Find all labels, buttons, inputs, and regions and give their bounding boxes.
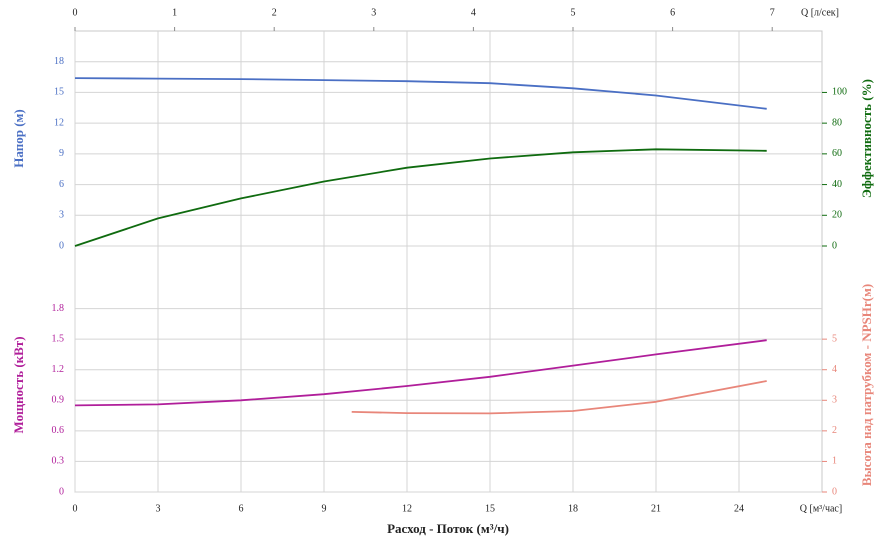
y-tick-label: 6 — [59, 179, 64, 190]
y2-tick-label: 2 — [832, 425, 837, 436]
x2-tick-label: 2 — [272, 7, 277, 18]
x-tick-label: 18 — [568, 503, 578, 514]
x-unit: Q [м³/час] — [800, 503, 842, 514]
y-tick-label: 0 — [59, 240, 64, 251]
y-axis-title: Мощность (кВт) — [11, 336, 26, 433]
y2-tick-label: 5 — [832, 333, 837, 344]
y2-axis-title: Эффективность (%) — [859, 79, 874, 198]
y-tick-label: 1.2 — [52, 364, 65, 375]
x2-tick-label: 4 — [471, 7, 476, 18]
y2-tick-label: 80 — [832, 117, 842, 128]
x-tick-label: 12 — [402, 503, 412, 514]
y-tick-label: 18 — [54, 56, 64, 67]
y-tick-label: 0.6 — [52, 425, 65, 436]
x-tick-label: 24 — [734, 503, 744, 514]
plot-frame — [74, 30, 823, 493]
y-tick-label: 1.5 — [52, 333, 65, 344]
x-tick-label: 21 — [651, 503, 661, 514]
series-line — [74, 339, 767, 407]
x-axis-title: Расход - Поток (м³/ч) — [387, 521, 509, 536]
x-tick-label: 6 — [239, 503, 244, 514]
y-tick-label: 0.3 — [52, 456, 65, 467]
x2-tick-label: 6 — [670, 7, 675, 18]
x2-tick-label: 3 — [371, 7, 376, 18]
series-line — [74, 148, 767, 247]
y-axis-title: Напор (м) — [11, 109, 26, 167]
x-tick-label: 0 — [73, 503, 78, 514]
y-tick-label: 0.9 — [52, 395, 65, 406]
y2-axis-title: Высота над патрубком - NPSHr(м) — [859, 284, 874, 486]
x2-tick-label: 1 — [172, 7, 177, 18]
y2-tick-label: 40 — [832, 179, 842, 190]
y-tick-label: 15 — [54, 87, 64, 98]
series-line — [351, 380, 767, 415]
x-tick-label: 3 — [156, 503, 161, 514]
y2-tick-label: 60 — [832, 148, 842, 159]
y2-tick-label: 1 — [832, 456, 837, 467]
x2-tick-label: 7 — [770, 7, 775, 18]
y-tick-label: 9 — [59, 148, 64, 159]
y-tick-label: 3 — [59, 210, 64, 221]
y2-tick-label: 3 — [832, 395, 837, 406]
x2-tick-label: 0 — [73, 7, 78, 18]
y2-tick-label: 0 — [832, 240, 837, 251]
series-line — [74, 77, 767, 110]
x2-tick-label: 5 — [571, 7, 576, 18]
y2-tick-label: 20 — [832, 210, 842, 221]
y-tick-label: 12 — [54, 117, 64, 128]
y-tick-label: 0 — [59, 486, 64, 497]
y2-tick-label: 100 — [832, 87, 847, 98]
y-tick-label: 1.8 — [52, 303, 65, 314]
y2-tick-label: 4 — [832, 364, 837, 375]
y2-tick-label: 0 — [832, 486, 837, 497]
x-tick-label: 9 — [322, 503, 327, 514]
x2-unit: Q [л/сек] — [801, 7, 839, 18]
x-tick-label: 15 — [485, 503, 495, 514]
